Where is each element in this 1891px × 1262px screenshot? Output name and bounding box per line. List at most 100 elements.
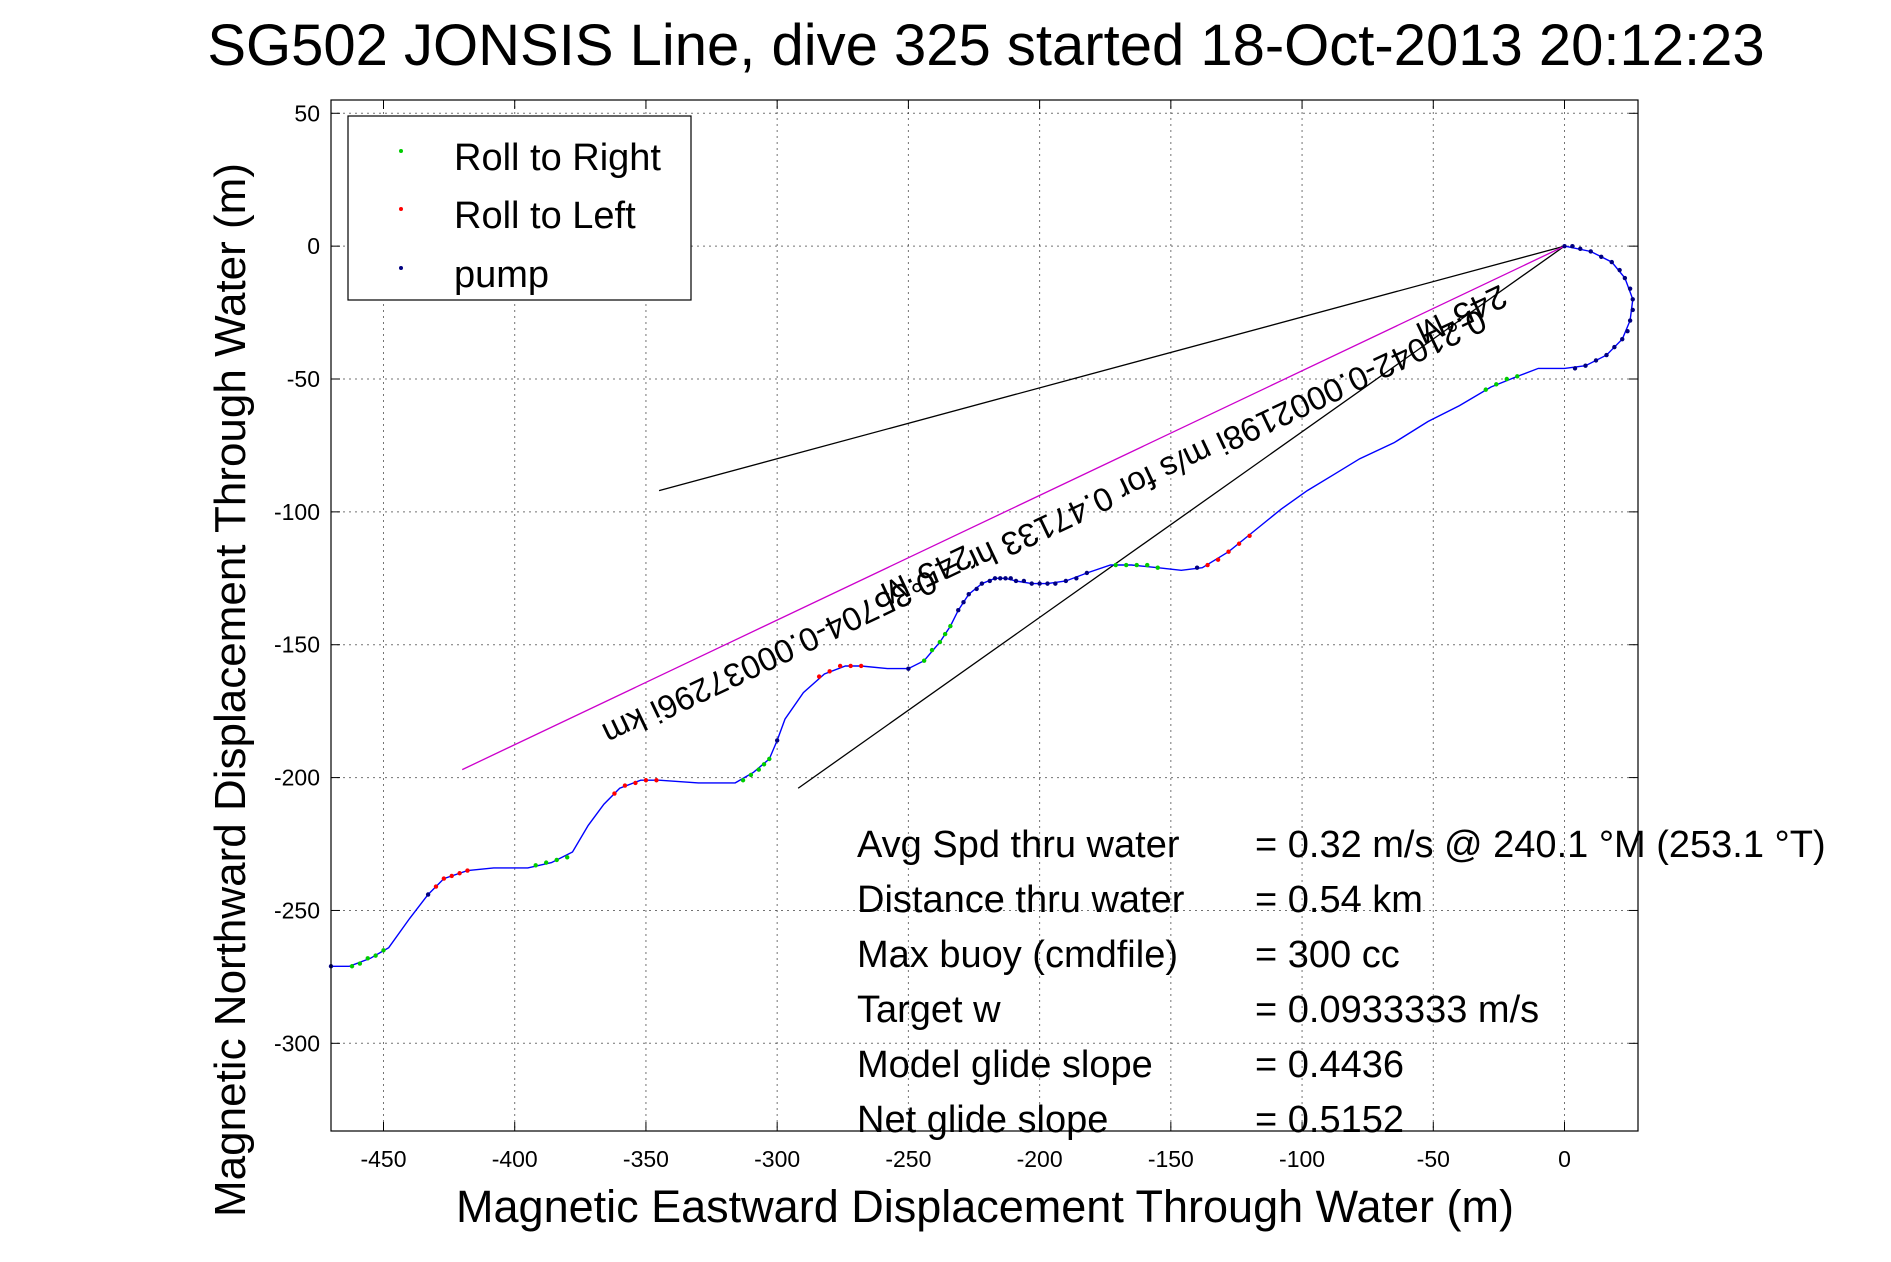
track-dot-pump: [1625, 328, 1630, 334]
x-tick-label: -250: [885, 1146, 931, 1172]
y-tick-label: -250: [274, 897, 320, 923]
guide-lines: [461, 245, 1565, 789]
track-dot-pump: [1612, 344, 1617, 350]
track-dot-pump: [1583, 363, 1588, 368]
track-dot-pump: [1021, 578, 1027, 584]
y-tick-label: -300: [274, 1030, 320, 1056]
track-dot-left: [622, 783, 628, 788]
track-dot-right: [1155, 565, 1160, 570]
track-dot-left: [465, 868, 470, 873]
x-tick-label: -300: [754, 1146, 800, 1172]
track-dot-pump: [1053, 581, 1058, 586]
track-dot-right: [1504, 376, 1509, 382]
track-dot-pump: [1627, 286, 1633, 291]
track-dot-pump: [1003, 576, 1008, 581]
y-tick-label: -50: [287, 366, 320, 392]
track-dot-pump: [1630, 307, 1635, 313]
track-dot-left: [457, 871, 462, 876]
legend-label-roll-right: Roll to Right: [454, 137, 661, 179]
track-dot-left: [827, 669, 832, 674]
legend-label-roll-left: Roll to Left: [454, 195, 636, 237]
stat-label-max-buoy: Max buoy (cmdfile): [857, 934, 1178, 976]
track-dot-right: [357, 961, 363, 966]
x-tick-label: -350: [623, 1146, 669, 1172]
track-dot-right: [365, 956, 370, 961]
track-dot-pump: [1620, 336, 1625, 342]
track-dot-pump: [1609, 259, 1614, 265]
bracket-line: [797, 245, 1565, 789]
legend-box: [347, 115, 692, 301]
track-dot-pump: [987, 578, 992, 584]
legend-entry-pump: pump: [399, 254, 549, 296]
track-dot-right: [740, 778, 746, 783]
track-dot-right: [533, 863, 538, 868]
stat-label-net-glide-slope: Net glide slope: [857, 1099, 1108, 1141]
track-dot-pump: [956, 607, 961, 613]
y-tick-label: -100: [274, 499, 320, 525]
track-dot-right: [937, 639, 943, 645]
track-dot-right: [948, 623, 953, 629]
dive-statistics: Avg Spd thru water = 0.32 m/s @ 240.1 °M…: [857, 824, 1826, 1141]
track-dot-pump: [974, 586, 979, 592]
stat-value-model-glide-slope: = 0.4436: [1255, 1044, 1404, 1086]
track-dot-pump: [1037, 581, 1042, 586]
track-dot-pump: [1622, 275, 1628, 281]
track-dot-left: [848, 663, 853, 669]
track-dot-right: [929, 647, 935, 653]
track-dot-left: [612, 791, 617, 796]
stat-label-model-glide-slope: Model glide slope: [857, 1044, 1153, 1086]
track-dot-pump: [998, 576, 1003, 581]
track-dot-pump: [1084, 570, 1090, 576]
x-tick-label: -200: [1017, 1146, 1063, 1172]
track-dot-right: [1494, 382, 1499, 387]
track-dot-right: [373, 953, 378, 958]
stat-value-target-w: = 0.0933333 m/s: [1255, 989, 1539, 1031]
track-dot-right: [756, 767, 761, 772]
track-dot-right: [565, 855, 570, 860]
x-tick-label: -100: [1279, 1146, 1325, 1172]
track-dot-right: [921, 658, 927, 663]
track-dot-pump: [979, 581, 985, 586]
track-dot-left: [654, 778, 659, 783]
track-dot-left: [633, 780, 638, 786]
track-dot-left: [1247, 533, 1252, 538]
track-dot-right: [767, 756, 772, 762]
legend-entry-roll-left: Roll to Left: [399, 195, 636, 237]
track-dot-left: [1226, 549, 1231, 554]
y-tick-label: 0: [307, 233, 320, 259]
track-dot-right: [1113, 562, 1118, 568]
track-dot-left: [1205, 562, 1210, 568]
x-axis-ticks: -450 -400 -350 -300 -250 -200 -150 -100 -50 0: [360, 100, 1571, 1172]
stat-label-avg-speed: Avg Spd thru water: [857, 824, 1180, 866]
y-axis-label: Magnetic Northward Displacement Through …: [206, 163, 255, 1217]
x-tick-label: -150: [1148, 1146, 1194, 1172]
track-dot-right: [554, 857, 559, 863]
track-dot-pump: [961, 600, 966, 605]
x-tick-label: -450: [360, 1146, 406, 1172]
track-dot-pump: [1627, 318, 1633, 323]
track-dot-pump: [1588, 249, 1593, 254]
track-dot-right: [349, 964, 355, 969]
track-dot-pump: [425, 892, 431, 897]
y-tick-label: -150: [274, 632, 320, 658]
track-dot-pump: [1599, 254, 1604, 259]
track-dot-pump: [1617, 267, 1622, 273]
legend-marker-roll-right: [399, 149, 403, 153]
track-dot-pump: [1008, 576, 1013, 581]
track-dot-pump: [906, 666, 911, 671]
track-dot-pump: [1570, 243, 1575, 249]
x-tick-label: -400: [492, 1146, 538, 1172]
heading-line: [461, 245, 1565, 771]
track-dot-left: [816, 674, 822, 679]
track-dot-pump: [774, 738, 780, 743]
stat-value-max-buoy: = 300 cc: [1255, 934, 1400, 976]
track-dot-right: [748, 772, 754, 778]
track-dot-left: [449, 873, 454, 879]
track-dot-pump: [992, 576, 998, 581]
track-dot-pump: [1194, 565, 1200, 570]
stat-label-target-w: Target w: [857, 989, 1001, 1031]
stat-value-distance: = 0.54 km: [1255, 879, 1423, 921]
roll-pump-dots: [328, 243, 1635, 969]
track-dot-right: [1134, 562, 1139, 568]
track-dot-left: [1215, 557, 1221, 562]
